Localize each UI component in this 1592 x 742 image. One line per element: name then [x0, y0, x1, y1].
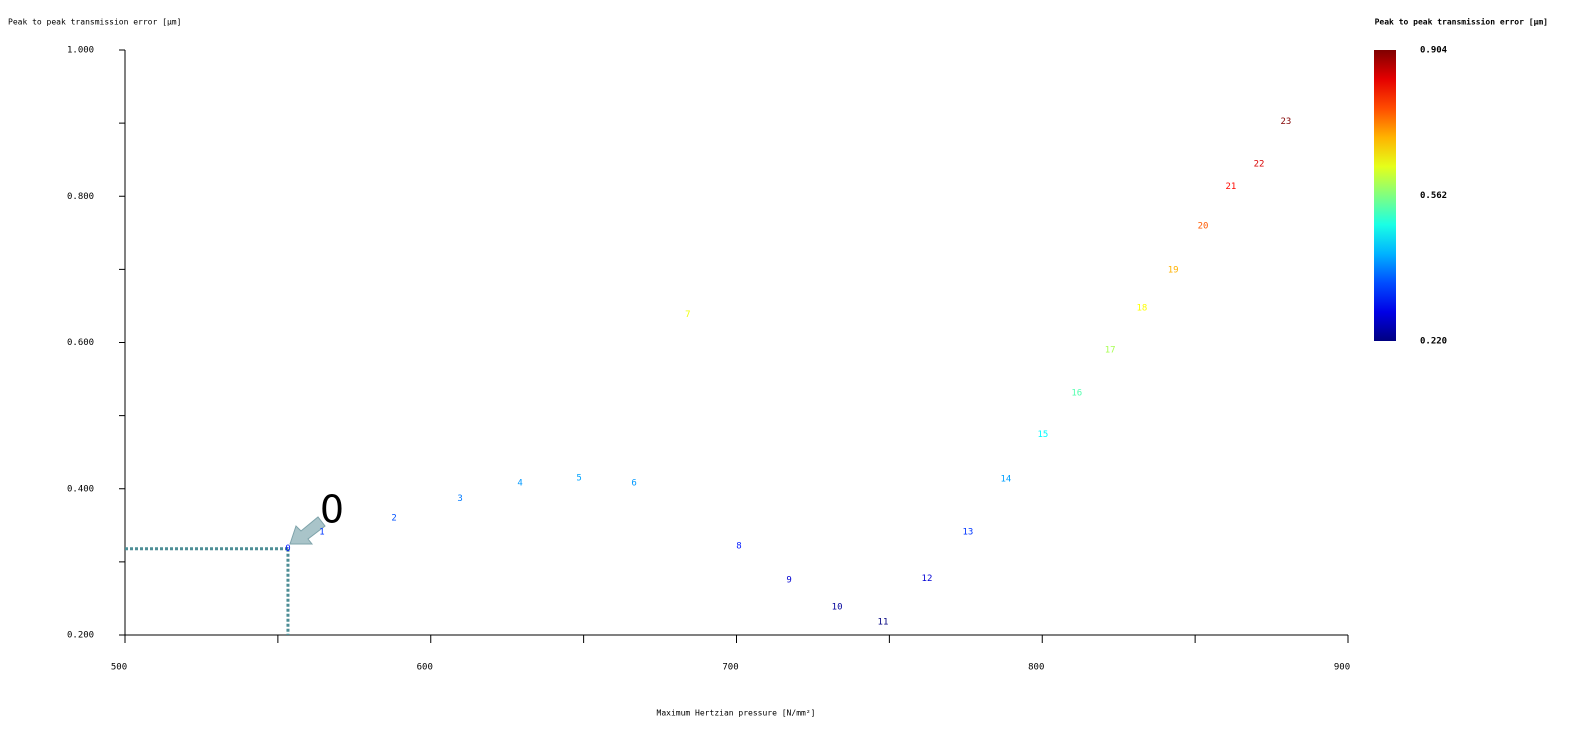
annotation-arrow	[289, 516, 326, 545]
point-label: 18	[1137, 304, 1148, 314]
point-label: 11	[878, 617, 889, 627]
x-tick-label: 900	[1334, 663, 1350, 673]
point-label: 13	[963, 527, 974, 537]
colorbar-title: Peak to peak transmission error [μm]	[1375, 17, 1548, 27]
x-tick-label: 500	[111, 663, 127, 673]
point-label: 12	[922, 574, 933, 584]
x-tick-label: 700	[722, 663, 738, 673]
colorbar-tick-label: 0.220	[1420, 337, 1447, 347]
y-tick-label: 0.400	[67, 484, 94, 494]
point-label: 22	[1254, 160, 1265, 170]
point-label: 20	[1198, 222, 1209, 232]
point-label: 21	[1225, 182, 1236, 192]
y-tick-label: 0.600	[67, 338, 94, 348]
point-label: 15	[1037, 430, 1048, 440]
y-axis-label: Peak to peak transmission error [μm]	[8, 18, 181, 27]
point-label: 7	[685, 310, 690, 320]
point-label: 4	[517, 478, 522, 488]
annotation: 0	[320, 488, 344, 532]
point-label: 6	[631, 478, 636, 488]
point-label: 5	[576, 473, 581, 483]
point-label: 23	[1281, 117, 1292, 127]
y-tick-label: 1.000	[67, 46, 94, 56]
colorbar-tick-label: 0.904	[1420, 46, 1448, 56]
y-tick-label: 0.800	[67, 192, 94, 202]
point-label: 14	[1000, 475, 1011, 485]
y-tick-label: 0.200	[67, 631, 94, 641]
point-label: 2	[391, 514, 396, 524]
point-label: 16	[1071, 388, 1082, 398]
point-label: 10	[832, 603, 843, 613]
point-label: 9	[786, 576, 791, 586]
colorbar-tick-label: 0.562	[1420, 191, 1447, 201]
point-label: 3	[457, 494, 462, 504]
colorbar	[1374, 50, 1396, 341]
x-tick-label: 800	[1028, 663, 1044, 673]
point-label: 0	[285, 544, 290, 554]
point-label: 19	[1168, 266, 1179, 276]
point-label: 1	[319, 527, 324, 537]
x-tick-label: 600	[417, 663, 433, 673]
x-axis-label: Maximum Hertzian pressure [N/mm²]	[657, 709, 816, 718]
point-label: 17	[1105, 345, 1116, 355]
point-label: 8	[736, 541, 741, 551]
